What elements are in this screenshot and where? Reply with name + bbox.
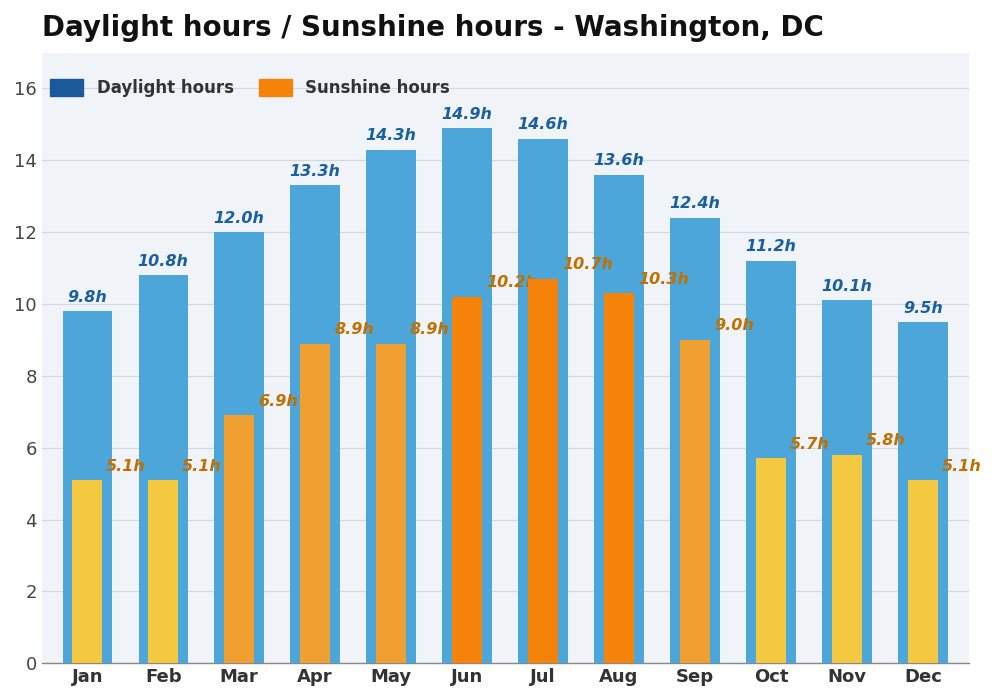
Text: 11.2h: 11.2h — [746, 239, 796, 254]
Bar — [72, 480, 102, 664]
Bar — [518, 139, 568, 664]
Bar — [139, 275, 188, 664]
Legend: Daylight hours, Sunshine hours: Daylight hours, Sunshine hours — [50, 79, 450, 97]
Text: 10.2h: 10.2h — [486, 275, 537, 290]
Text: 13.3h: 13.3h — [290, 164, 341, 179]
Text: 5.1h: 5.1h — [942, 458, 982, 474]
Text: 9.0h: 9.0h — [714, 318, 754, 333]
Bar — [528, 279, 558, 664]
Bar — [148, 480, 178, 664]
Text: 9.5h: 9.5h — [903, 300, 943, 316]
Bar — [300, 344, 330, 664]
Text: 5.1h: 5.1h — [182, 458, 222, 474]
Text: 14.9h: 14.9h — [442, 106, 493, 122]
Bar — [604, 293, 634, 664]
Text: 8.9h: 8.9h — [334, 322, 374, 337]
Text: 10.3h: 10.3h — [638, 272, 689, 287]
Bar — [670, 218, 720, 664]
Text: 10.7h: 10.7h — [562, 258, 613, 272]
Text: 14.6h: 14.6h — [518, 118, 569, 132]
Bar — [822, 300, 872, 664]
Text: 12.0h: 12.0h — [214, 211, 265, 225]
Text: 8.9h: 8.9h — [410, 322, 450, 337]
Bar — [214, 232, 264, 664]
Bar — [224, 415, 254, 664]
Bar — [756, 458, 786, 664]
Text: 6.9h: 6.9h — [258, 394, 298, 409]
Text: 5.7h: 5.7h — [790, 437, 830, 452]
Text: Daylight hours / Sunshine hours - Washington, DC: Daylight hours / Sunshine hours - Washin… — [42, 14, 824, 42]
Text: 10.1h: 10.1h — [822, 279, 872, 294]
Bar — [366, 150, 416, 664]
Text: 12.4h: 12.4h — [670, 196, 721, 211]
Bar — [898, 322, 948, 664]
Bar — [594, 175, 644, 664]
Bar — [452, 297, 482, 664]
Text: 14.3h: 14.3h — [366, 128, 417, 143]
Text: 5.8h: 5.8h — [866, 433, 906, 449]
Bar — [290, 186, 340, 664]
Text: 9.8h: 9.8h — [67, 290, 107, 304]
Text: 10.8h: 10.8h — [138, 254, 189, 269]
Bar — [832, 455, 862, 664]
Bar — [908, 480, 938, 664]
Text: 13.6h: 13.6h — [594, 153, 645, 168]
Text: 5.1h: 5.1h — [106, 458, 146, 474]
Bar — [442, 128, 492, 664]
Bar — [376, 344, 406, 664]
Bar — [746, 261, 796, 664]
Bar — [63, 312, 112, 664]
Bar — [680, 340, 710, 664]
